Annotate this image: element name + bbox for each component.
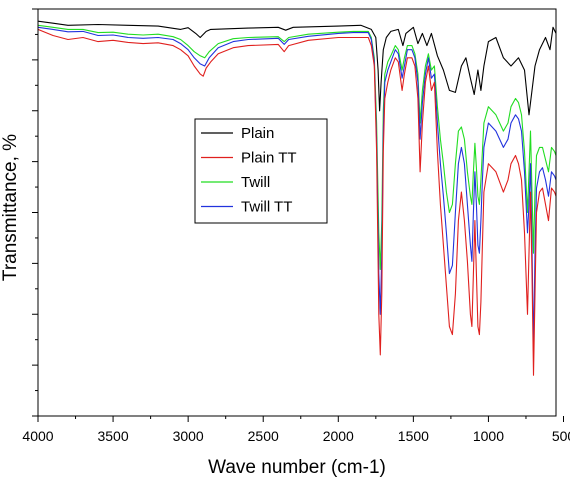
- series-lines: [38, 20, 556, 376]
- x-tick-label: 2000: [323, 428, 354, 444]
- legend-box: [194, 118, 328, 224]
- x-tick-label: 1000: [473, 428, 504, 444]
- legend-label: Plain: [241, 125, 274, 142]
- legend-label: Twill: [241, 174, 270, 191]
- legend: Plain Plain TT Twill Twill TT: [194, 118, 328, 224]
- x-axis-title: Wave number (cm-1): [208, 457, 386, 478]
- series-line-plain-tt: [38, 28, 556, 376]
- x-tick-label: 1500: [398, 428, 429, 444]
- x-tick-label: 3000: [173, 428, 204, 444]
- legend-label: Plain TT: [241, 150, 297, 167]
- x-tick-label: 2500: [248, 428, 279, 444]
- x-tick-label: 4000: [22, 428, 53, 444]
- x-tick-label: 500: [552, 428, 570, 444]
- x-tick-label: 3500: [97, 428, 128, 444]
- axes: 4000 3500 3000 2500 2000 1500 1000 500: [22, 8, 570, 444]
- series-line-twill: [38, 24, 556, 271]
- series-line-twill-tt: [38, 26, 556, 352]
- y-axis-title: Transmittance, %: [0, 134, 21, 281]
- series-line-plain: [38, 20, 556, 116]
- legend-label: Twill TT: [241, 199, 292, 216]
